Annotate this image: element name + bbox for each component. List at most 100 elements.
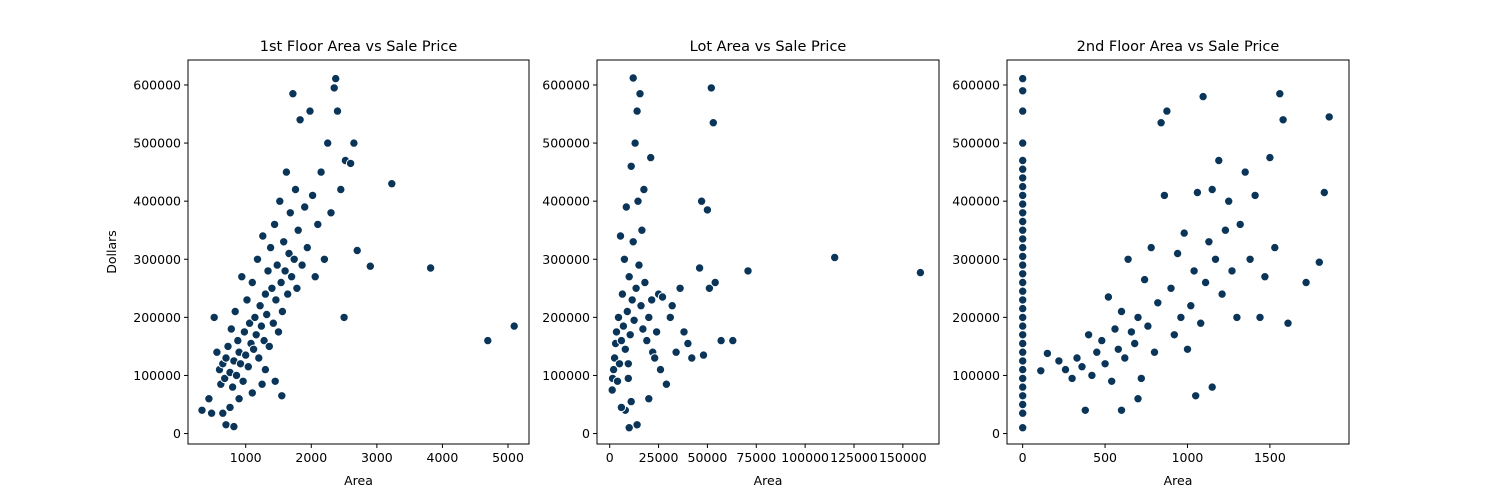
data-point [644, 394, 654, 404]
data-point [1018, 295, 1028, 305]
data-point [706, 83, 717, 93]
data-point [241, 350, 251, 360]
x-tick-label: 75000 [736, 450, 776, 465]
data-point [329, 83, 339, 93]
data-point [830, 252, 840, 263]
data-point [387, 179, 397, 189]
data-point [290, 184, 301, 195]
y-tick-label: 500000 [542, 136, 590, 151]
y-tick-label: 600000 [952, 77, 1000, 92]
data-point [1018, 208, 1028, 218]
data-point [1107, 376, 1117, 386]
data-point [1123, 254, 1133, 265]
data-point [197, 405, 207, 415]
x-axis: 0 500 1000 1500 [1019, 444, 1286, 465]
data-point [1018, 181, 1028, 192]
data-point [262, 309, 272, 320]
y-tick-label: 200000 [952, 310, 1000, 325]
x-tick-label: 25000 [639, 450, 679, 465]
data-point [619, 254, 630, 265]
data-point [259, 335, 269, 346]
data-point [235, 359, 246, 369]
data-point [1324, 112, 1334, 122]
data-point [234, 394, 244, 404]
data-point [1116, 306, 1127, 317]
data-point [1018, 321, 1028, 331]
data-point [229, 421, 239, 432]
data-point [1116, 405, 1127, 415]
data-point [622, 306, 632, 317]
y-axis: 0 100000 200000 300000 400000 500000 600000 [133, 77, 188, 441]
data-point [1179, 228, 1189, 238]
data-point [209, 312, 219, 323]
data-point [1260, 272, 1270, 282]
data-point [615, 231, 626, 241]
data-point [1207, 184, 1217, 195]
data-point [1182, 344, 1193, 354]
data-point [1018, 86, 1028, 96]
data-point [206, 408, 217, 418]
x-tick-label: 1000 [1172, 450, 1204, 465]
data-point [1255, 312, 1265, 323]
data-point [226, 324, 236, 334]
data-point [220, 373, 230, 384]
data-point [710, 277, 720, 288]
data-point [247, 388, 258, 398]
data-point [1018, 399, 1028, 410]
data-point [254, 353, 264, 363]
data-point [1159, 190, 1170, 201]
y-tick-label: 100000 [542, 368, 590, 383]
y-tick-label: 300000 [952, 252, 1000, 267]
x-tick-label: 125000 [830, 450, 878, 465]
data-point [1250, 190, 1260, 201]
data-point [1192, 187, 1203, 198]
data-point [349, 138, 359, 148]
data-point [1110, 324, 1120, 334]
data-point [313, 219, 323, 230]
data-point [665, 312, 676, 323]
data-point [1018, 356, 1028, 366]
data-point [1172, 248, 1183, 259]
data-point [639, 184, 649, 195]
y-tick-label: 100000 [952, 368, 1000, 383]
data-point [635, 89, 645, 99]
data-point [1018, 364, 1028, 375]
data-point [624, 423, 634, 433]
data-point [339, 312, 349, 323]
data-point [1018, 106, 1028, 116]
data-point [647, 295, 657, 305]
data-point [698, 350, 709, 360]
x-tick-label: 3000 [361, 450, 393, 465]
data-point [1133, 394, 1143, 404]
data-point [626, 161, 636, 172]
data-point [679, 327, 689, 337]
data-point [650, 353, 660, 363]
data-point [671, 347, 681, 357]
data-point [285, 208, 296, 218]
data-point [279, 237, 289, 247]
data-point [696, 196, 707, 206]
y-tick-label: 600000 [542, 77, 590, 92]
data-point [267, 283, 277, 294]
data-point [616, 335, 627, 346]
data-point [269, 219, 280, 230]
y-axis: 0 100000 200000 300000 400000 500000 600000 [952, 77, 1007, 441]
data-point [1018, 391, 1028, 401]
data-point [1186, 301, 1196, 311]
data-point [280, 266, 290, 276]
data-point [1240, 167, 1250, 177]
data-point [620, 344, 630, 354]
data-point [243, 362, 253, 372]
data-point [244, 318, 255, 328]
data-point [1235, 219, 1245, 230]
data-point [631, 283, 641, 294]
data-point [628, 73, 638, 83]
data-point [612, 376, 623, 386]
data-point [651, 327, 662, 337]
data-point [1207, 382, 1217, 392]
data-point [1198, 91, 1208, 102]
data-point [295, 115, 305, 125]
y-tick-label: 300000 [542, 252, 590, 267]
data-point [1189, 266, 1199, 276]
data-point [283, 289, 293, 299]
